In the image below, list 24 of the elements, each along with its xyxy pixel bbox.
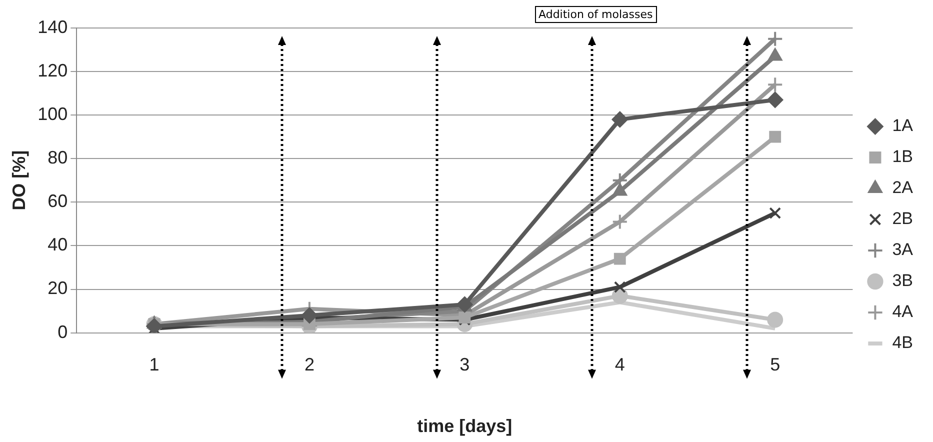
legend-label: 2A	[892, 178, 914, 198]
x-tick-label: 2	[304, 354, 314, 375]
y-axis-title: DO [%]	[8, 150, 29, 210]
y-tick-label: 20	[48, 278, 68, 298]
y-tick-label: 100	[38, 104, 68, 124]
x-tick-label: 1	[149, 354, 160, 375]
x-axis-title: time [days]	[417, 416, 512, 436]
y-tick-label: 140	[38, 16, 68, 37]
x-tick-label: 3	[460, 354, 470, 375]
x-tick-label: 5	[770, 354, 780, 375]
legend-label: 1B	[892, 147, 914, 166]
y-tick-label: 40	[48, 234, 68, 255]
legend-label: 1A	[892, 116, 914, 136]
legend-label: 3A	[892, 240, 914, 260]
y-tick-label: 120	[38, 60, 68, 81]
legend-label: 4A	[892, 302, 914, 322]
legend-label: 4B	[892, 333, 914, 352]
legend-label: 2B	[892, 209, 914, 228]
y-tick-label: 0	[58, 322, 68, 342]
legend-label: 3B	[892, 271, 914, 290]
text: Addition of molasses	[534, 6, 657, 23]
y-tick-label: 80	[48, 148, 68, 168]
y-tick-label: 60	[48, 191, 68, 212]
x-tick-label: 4	[614, 354, 625, 375]
